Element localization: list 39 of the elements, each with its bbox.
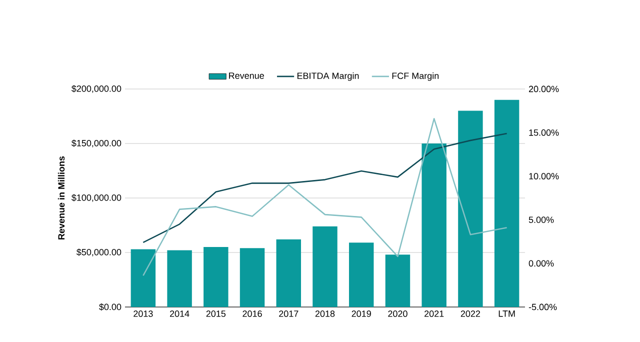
bar [312, 226, 338, 307]
bar [458, 110, 483, 307]
y-tick-label: $200,000.00 [72, 85, 122, 93]
bar [204, 247, 228, 307]
bar [349, 242, 374, 307]
y-tick-label: $150,000.00 [72, 140, 122, 148]
x-tick-label: 2019 [352, 310, 371, 317]
x-tick-label: 2022 [460, 310, 480, 317]
bar [240, 248, 265, 307]
line-series [142, 118, 508, 276]
legend-label: Revenue [229, 72, 264, 79]
x-tick-label: 2016 [242, 310, 262, 317]
x-tick-label: 2021 [424, 310, 444, 317]
y-axis-title: Revenue in Millions [58, 156, 65, 240]
bar [422, 143, 446, 307]
y2-tick-label: 15.00% [529, 129, 559, 136]
bar [494, 100, 520, 307]
y-tick-label: $50,000.00 [76, 248, 122, 256]
x-tick-label: 2020 [388, 310, 408, 317]
x-tick-label: 2014 [170, 310, 190, 317]
legend-label: EBITDA Margin [297, 72, 359, 81]
x-tick-label: 2013 [134, 310, 153, 317]
bar [276, 239, 302, 307]
bar [385, 254, 410, 307]
y2-tick-label: -5.00% [528, 304, 557, 310]
y-tick-label: $100,000.00 [72, 194, 122, 202]
x-tick-label: LTM [498, 310, 515, 317]
y-tick-label: $0.00 [99, 303, 122, 311]
bar [167, 250, 192, 307]
x-tick-label: 2018 [315, 310, 335, 317]
y2-tick-label: 0.00% [528, 260, 554, 267]
x-tick-label: 2015 [206, 310, 226, 317]
bar [130, 249, 156, 307]
y2-tick-label: 10.00% [529, 173, 559, 180]
legend-label: FCF Margin [392, 72, 439, 81]
line-series [142, 132, 508, 244]
x-tick-label: 2017 [279, 310, 298, 317]
y2-tick-label: 20.00% [528, 86, 559, 92]
y2-tick-label: 5.00% [528, 216, 554, 223]
